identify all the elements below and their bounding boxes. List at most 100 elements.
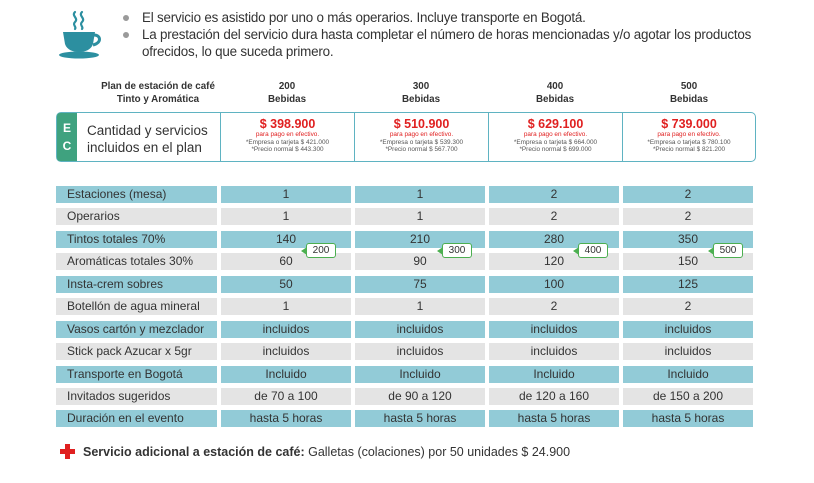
ec-badge: E C xyxy=(57,113,77,161)
row-value: incluidos xyxy=(623,321,753,338)
row-value: 2 xyxy=(623,208,753,225)
plan-header-title: Plan de estación de café xyxy=(101,81,215,92)
column-unit: Bebidas xyxy=(401,94,441,105)
plan-label: Cantidad y servicios incluidos en el pla… xyxy=(87,122,208,156)
table-row: Insta-crem sobres 50 75 100 125 xyxy=(56,276,756,293)
row-value: Incluido xyxy=(355,366,485,383)
plan-header: Plan de estación de café Tinto y Aromáti… xyxy=(58,80,258,106)
column-count: 500 xyxy=(680,81,698,92)
row-label: Duración en el evento xyxy=(56,410,217,427)
column-header-400: 400 Bebidas xyxy=(488,80,622,106)
row-value: 1 xyxy=(355,298,485,315)
plan-label-line: Cantidad y servicios xyxy=(87,123,208,138)
row-value: incluidos xyxy=(623,343,753,360)
normal-price-note: *Precio normal $ 821.200 xyxy=(652,146,726,154)
cash-note: para pago en efectivo. xyxy=(657,131,721,138)
additional-service-text: Galletas (colaciones) por 50 unidades $ … xyxy=(308,445,571,459)
row-value: 1 xyxy=(355,208,485,225)
coffee-cup-icon xyxy=(59,10,101,59)
price-cell: $ 629.100 para pago en efectivo. *Empres… xyxy=(488,113,622,161)
row-label: Transporte en Bogotá xyxy=(56,366,217,383)
row-value: de 70 a 100 xyxy=(221,388,351,405)
row-value: de 150 a 200 xyxy=(623,388,753,405)
column-unit: Bebidas xyxy=(669,94,709,105)
row-value: hasta 5 horas xyxy=(623,410,753,427)
bullet-item: El servicio es asistido por uno o más op… xyxy=(120,9,800,26)
table-row: Aromáticas totales 30% 60 90 120 150 xyxy=(56,253,756,270)
row-value: 100 xyxy=(489,276,619,293)
row-value: 75 xyxy=(355,276,485,293)
card-price-note: *Empresa o tarjeta $ 664.000 xyxy=(513,138,598,146)
row-label: Aromáticas totales 30% xyxy=(56,253,217,270)
row-value: 2 xyxy=(623,186,753,203)
table-row: Invitados sugeridos de 70 a 100 de 90 a … xyxy=(56,388,756,405)
row-value: incluidos xyxy=(221,343,351,360)
column-unit: Bebidas xyxy=(535,94,575,105)
ec-badge-letter: C xyxy=(62,139,72,153)
cash-note: para pago en efectivo. xyxy=(255,131,320,138)
row-label: Operarios xyxy=(56,208,217,225)
row-value: 1 xyxy=(221,208,351,225)
normal-price-note: *Precio normal $ 567.700 xyxy=(385,146,458,154)
bullet-item: La prestación del servicio dura hasta co… xyxy=(120,26,800,60)
cash-price: $ 510.900 xyxy=(393,117,450,131)
row-value: Incluido xyxy=(221,366,351,383)
row-label: Stick pack Azucar x 5gr xyxy=(56,343,217,360)
row-value: Incluido xyxy=(489,366,619,383)
row-value: 2 xyxy=(489,298,619,315)
row-value: incluidos xyxy=(355,321,485,338)
row-value: 2 xyxy=(623,298,753,315)
cash-note: para pago en efectivo. xyxy=(389,131,454,138)
card-price-note: *Empresa o tarjeta $ 421.000 xyxy=(245,138,330,146)
row-value: 1 xyxy=(221,186,351,203)
normal-price-note: *Precio normal $ 443.300 xyxy=(251,146,324,154)
column-count: 300 xyxy=(412,81,430,92)
plan-header-subtitle: Tinto y Aromática xyxy=(116,94,200,105)
row-value: incluidos xyxy=(355,343,485,360)
row-value: 1 xyxy=(355,186,485,203)
column-count: 400 xyxy=(546,81,564,92)
price-cell: $ 739.000 para pago en efectivo. *Empres… xyxy=(622,113,755,161)
row-value: 2 xyxy=(489,186,619,203)
column-header-300: 300 Bebidas xyxy=(354,80,488,106)
cash-price: $ 739.000 xyxy=(661,117,717,131)
column-count: 200 xyxy=(278,81,296,92)
row-value: incluidos xyxy=(489,321,619,338)
price-cell: $ 398.900 para pago en efectivo. *Empres… xyxy=(220,113,354,161)
plan-label-line: incluidos en el plan xyxy=(87,140,202,155)
row-value: incluidos xyxy=(221,321,351,338)
table-row: Vasos cartón y mezclador incluidos inclu… xyxy=(56,321,756,338)
column-unit: Bebidas xyxy=(267,94,307,105)
table-row: Botellón de agua mineral 1 1 2 2 xyxy=(56,298,756,315)
card-price-note: *Empresa o tarjeta $ 780.100 xyxy=(647,138,731,146)
row-value: de 120 a 160 xyxy=(489,388,619,405)
row-value: 2 xyxy=(489,208,619,225)
row-value: 50 xyxy=(221,276,351,293)
plus-cross-icon xyxy=(60,444,75,459)
table-row: Tintos totales 70% 140 210 280 350 xyxy=(56,231,756,248)
row-value: hasta 5 horas xyxy=(355,410,485,427)
additional-service-label: Servicio adicional a estación de café: xyxy=(83,445,305,459)
row-label: Botellón de agua mineral xyxy=(56,298,217,315)
cash-price: $ 629.100 xyxy=(527,117,584,131)
table-row: Duración en el evento hasta 5 horas hast… xyxy=(56,410,756,427)
cash-price: $ 398.900 xyxy=(259,117,316,131)
card-price-note: *Empresa o tarjeta $ 539.300 xyxy=(379,138,464,146)
additional-service: Servicio adicional a estación de café: G… xyxy=(60,444,570,460)
row-label: Vasos cartón y mezclador xyxy=(56,321,217,338)
row-value: Incluido xyxy=(623,366,753,383)
table-row: Estaciones (mesa) 1 1 2 2 xyxy=(56,186,756,203)
row-value: de 90 a 120 xyxy=(355,388,485,405)
table-row: Operarios 1 1 2 2 xyxy=(56,208,756,225)
info-bullets: El servicio es asistido por uno o más op… xyxy=(120,9,800,60)
row-value: hasta 5 horas xyxy=(221,410,351,427)
row-value: 1 xyxy=(221,298,351,315)
table-row: Transporte en Bogotá Incluido Incluido I… xyxy=(56,366,756,383)
row-label: Invitados sugeridos xyxy=(56,388,217,405)
column-header-200: 200 Bebidas xyxy=(220,80,354,106)
total-drinks-callout: 300 xyxy=(437,243,472,258)
column-header-500: 500 Bebidas xyxy=(622,80,756,106)
plan-price-box: E C Cantidad y servicios incluidos en el… xyxy=(56,112,756,162)
total-drinks-callout: 400 xyxy=(573,243,608,258)
normal-price-note: *Precio normal $ 699.000 xyxy=(519,146,592,154)
